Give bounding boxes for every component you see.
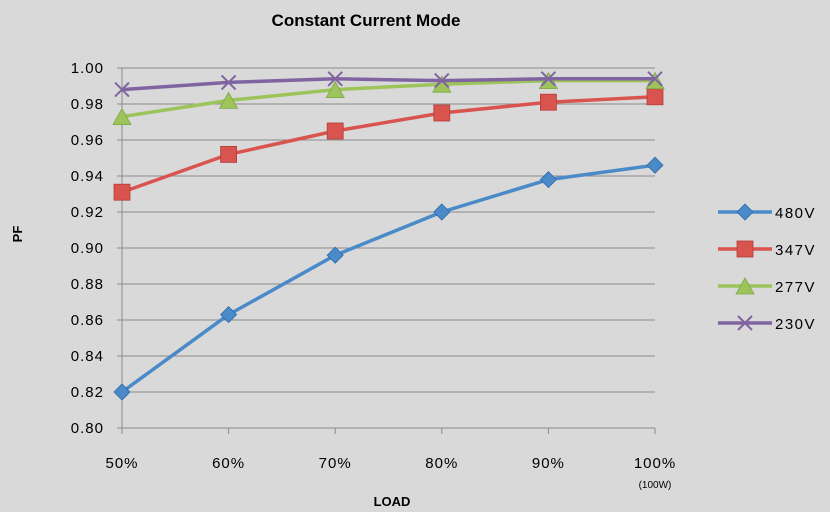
chart-title: Constant Current Mode: [272, 11, 461, 30]
data-point: [540, 71, 557, 87]
legend-label: 347V: [775, 242, 816, 259]
data-point: [433, 104, 451, 122]
data-point: [220, 306, 238, 324]
legend-marker: [736, 203, 754, 221]
x-marker-stroke: [434, 72, 450, 89]
x-tick-labels: 50% 60% 70% 80% 90% 100%: [105, 455, 676, 472]
data-point: [646, 156, 664, 174]
x-marker-stroke: [220, 74, 237, 91]
data-point: [647, 71, 663, 87]
data-point: [113, 183, 131, 201]
series-line: [121, 78, 655, 119]
x-marker-stroke: [114, 81, 130, 98]
data-point: [326, 246, 344, 264]
legend-entry: 347V: [718, 240, 816, 259]
data-point: [539, 171, 557, 189]
data-point: [433, 203, 451, 221]
y-tick-label: 0.98: [71, 96, 104, 113]
x-tick-label: 100%: [634, 455, 676, 472]
data-point: [327, 71, 343, 87]
series-line: [120, 163, 656, 394]
legend-label: 230V: [775, 316, 816, 333]
series-line: [121, 95, 656, 194]
x-tick-label: 90%: [532, 455, 565, 472]
y-axis-title: PF: [10, 226, 25, 243]
series-480v: [113, 156, 664, 401]
y-tick-label: 0.94: [71, 168, 104, 185]
data-point: [646, 88, 664, 106]
legend-entry: 480V: [718, 203, 816, 222]
x-marker-stroke: [327, 71, 343, 87]
y-tick-label: 0.92: [71, 204, 104, 221]
x-tick-label: 60%: [212, 455, 245, 472]
data-point: [326, 122, 344, 140]
y-tick-label: 0.90: [71, 240, 104, 257]
data-point: [540, 93, 557, 111]
legend-marker: [735, 277, 755, 295]
legend-label: 277V: [775, 279, 816, 296]
legend-marker: [737, 315, 753, 331]
x-tick-note: (100W): [639, 480, 672, 491]
x-marker-stroke: [540, 71, 557, 87]
y-tick-label: 0.86: [71, 312, 104, 329]
legend: 480V 347V 277V 230V: [718, 203, 816, 333]
data-point: [112, 107, 132, 125]
data-point: [220, 145, 238, 163]
data-point: [113, 383, 131, 401]
data-point: [220, 74, 237, 91]
x-marker-stroke: [647, 71, 663, 87]
y-tick-label: 0.80: [71, 420, 104, 437]
axes: [121, 68, 656, 434]
y-tick-label: 0.96: [71, 132, 104, 149]
y-tick-label: 1.00: [71, 60, 104, 77]
x-tick-label: 80%: [425, 455, 458, 472]
series-group: [112, 71, 665, 401]
data-point: [114, 81, 130, 98]
x-marker-stroke: [737, 315, 753, 331]
series-line: [121, 77, 655, 92]
y-tick-label: 0.84: [71, 348, 104, 365]
y-tick-labels: 0.80 0.82 0.84 0.86 0.88 0.90 0.92 0.94 0.96 0.98…: [71, 60, 104, 437]
legend-entry: 277V: [718, 277, 816, 296]
y-tick-label: 0.82: [71, 384, 104, 401]
series-230v: [114, 71, 663, 98]
x-tick-label: 50%: [105, 455, 138, 472]
legend-marker: [736, 240, 754, 258]
data-point: [218, 91, 239, 109]
legend-entry: 230V: [718, 315, 816, 333]
series-347v: [113, 88, 664, 201]
data-point: [434, 72, 450, 89]
y-tick-label: 0.88: [71, 276, 104, 293]
x-axis-title: LOAD: [374, 494, 411, 509]
data-point: [325, 80, 345, 98]
x-tick-label: 70%: [319, 455, 352, 472]
legend-label: 480V: [775, 205, 816, 222]
